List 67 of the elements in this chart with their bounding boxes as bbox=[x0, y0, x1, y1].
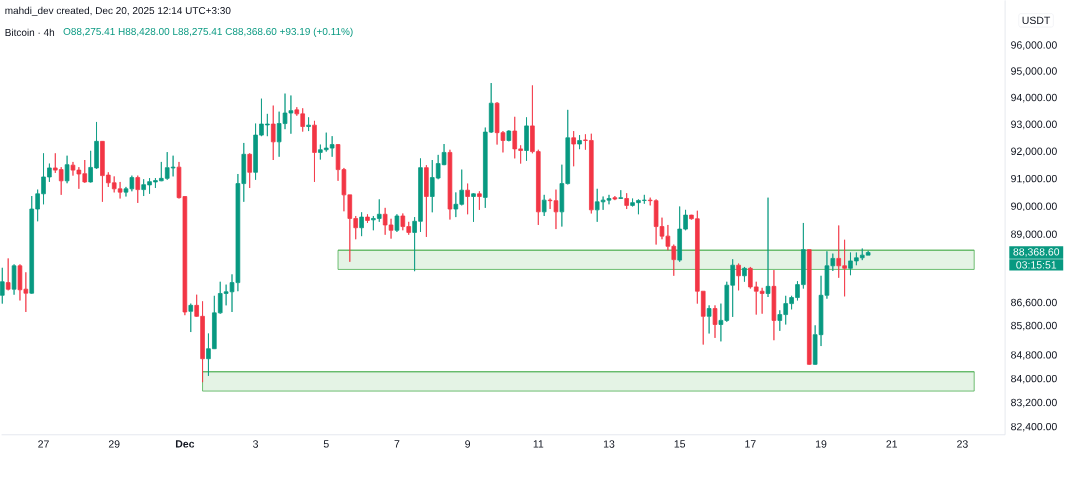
candlestick bbox=[541, 194, 547, 217]
candlestick bbox=[247, 153, 252, 189]
y-tick-label: 91,000.00 bbox=[1011, 175, 1057, 184]
candlestick bbox=[447, 149, 453, 221]
y-tick-label: 95,000.00 bbox=[1011, 67, 1057, 77]
candlestick bbox=[188, 303, 194, 333]
x-tick-label: 3 bbox=[253, 440, 259, 448]
y-tick-label: 96,000.00 bbox=[1011, 41, 1057, 51]
x-tick-label: 23 bbox=[957, 440, 968, 448]
candlestick bbox=[771, 269, 777, 341]
y-tick-label: 92,000.00 bbox=[1011, 147, 1057, 157]
candlestick bbox=[135, 175, 141, 204]
text: 03:15:51 bbox=[1016, 261, 1057, 269]
y-tick-label: 86,600.00 bbox=[1011, 298, 1057, 308]
candlestick bbox=[477, 191, 482, 211]
text: mahdi_dev created, Dec 20, 2025 12:14 UTC+3:30 bbox=[5, 6, 231, 17]
y-tick-label: 89,000.00 bbox=[1011, 230, 1057, 240]
y-tick-label: 83,200.00 bbox=[1011, 398, 1057, 408]
candlestick bbox=[306, 117, 311, 132]
y-tick-label: 82,400.00 bbox=[1011, 423, 1057, 432]
candlestick bbox=[742, 266, 747, 283]
x-tick-label: 9 bbox=[465, 440, 471, 448]
candlestick bbox=[64, 155, 70, 184]
candlestick bbox=[706, 305, 712, 335]
candlestick bbox=[365, 214, 370, 224]
candlestick bbox=[424, 164, 429, 238]
y-tick-label: 84,000.00 bbox=[1011, 375, 1057, 384]
x-tick-label: Dec bbox=[175, 440, 195, 448]
candlestick bbox=[736, 263, 741, 291]
y-axis-title: USDT bbox=[1022, 16, 1051, 25]
candlestick bbox=[712, 305, 718, 339]
x-tick-label: 17 bbox=[745, 440, 756, 448]
y-tick-label: 85,800.00 bbox=[1011, 322, 1057, 331]
x-tick-label: 5 bbox=[323, 440, 329, 448]
candlestick bbox=[624, 192, 629, 210]
candlestick bbox=[394, 214, 400, 233]
text: 88,368.60 bbox=[1013, 248, 1060, 257]
x-tick-label: 21 bbox=[886, 440, 898, 448]
candlestick bbox=[11, 264, 17, 296]
candlestick bbox=[471, 192, 476, 223]
y-tick-label: 84,800.00 bbox=[1011, 351, 1057, 360]
annotation: O88,275.41 H88,428.00 L88,275.41 C88,368.60 +93.19 (+0.11%) bbox=[63, 27, 353, 38]
x-tick-label: 13 bbox=[603, 440, 615, 448]
candlestick bbox=[465, 183, 470, 215]
x-tick-label: 27 bbox=[38, 440, 49, 448]
x-tick-label: 11 bbox=[533, 440, 544, 448]
candlestick bbox=[5, 258, 11, 291]
candlestick bbox=[571, 130, 576, 167]
y-tick-label: 94,000.00 bbox=[1011, 93, 1057, 103]
candlestick bbox=[270, 105, 276, 161]
candlestick bbox=[359, 212, 364, 237]
candlestick bbox=[577, 134, 582, 150]
candlestick bbox=[765, 197, 771, 298]
text: Bitcoin · 4h bbox=[5, 28, 55, 37]
candlestick bbox=[506, 130, 512, 142]
candlestick bbox=[0, 267, 5, 305]
candlestick bbox=[312, 120, 317, 183]
x-tick-label: 19 bbox=[816, 440, 827, 448]
candlestick bbox=[524, 117, 529, 162]
x-tick-label: 15 bbox=[674, 440, 686, 448]
y-tick-label: 93,000.00 bbox=[1011, 120, 1057, 130]
y-tick-label: 90,000.00 bbox=[1011, 202, 1057, 212]
x-tick-label: 7 bbox=[394, 440, 400, 448]
candlestick bbox=[612, 195, 618, 201]
candlestick bbox=[618, 189, 624, 200]
x-tick-label: 29 bbox=[108, 440, 120, 448]
candlestick bbox=[806, 249, 812, 366]
